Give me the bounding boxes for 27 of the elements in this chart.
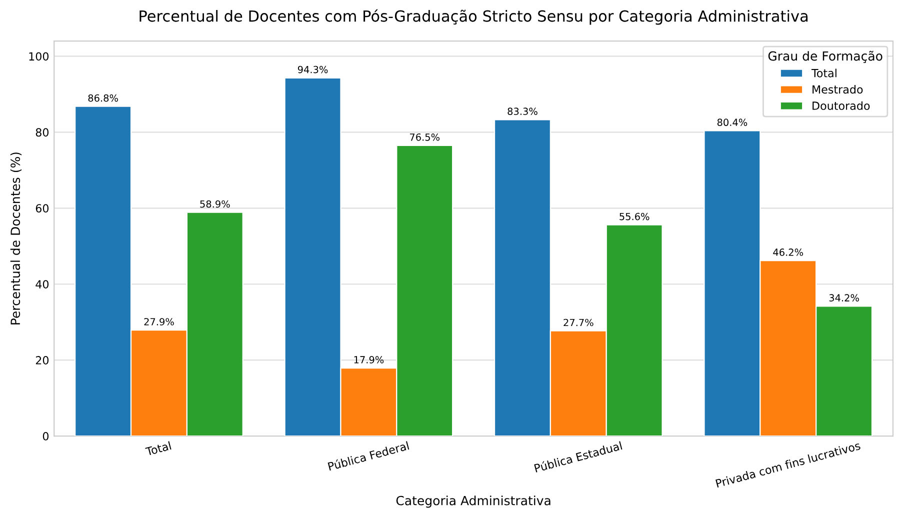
data-label: 76.5% <box>410 133 440 141</box>
x-axis-title: Categoria Administrativa <box>396 496 550 508</box>
data-label: 46.2% <box>773 248 804 256</box>
data-label: 27.9% <box>144 318 174 326</box>
data-label: 58.9% <box>200 200 230 208</box>
chart-title: Percentual de Docentes com Pós-Graduação Stricto Sensu por Categoria Administrativa <box>140 9 808 25</box>
y-axis-title: Percentual de Docentes (%) <box>10 152 22 324</box>
legend-label: Mestrado <box>812 85 863 94</box>
y-tick-label: 80 <box>36 128 49 137</box>
data-label: 86.8% <box>88 94 118 102</box>
x-tick-label: Pública Federal <box>328 440 410 471</box>
y-tick-label: 60 <box>36 204 49 213</box>
data-label: 80.4% <box>717 118 748 126</box>
data-label: 83.3% <box>508 108 538 115</box>
legend-title: Grau de Formação <box>768 50 882 63</box>
legend-label: Total <box>811 68 836 78</box>
y-tick-label: 100 <box>29 52 49 61</box>
y-tick-label: 40 <box>36 280 49 288</box>
data-label: 55.6% <box>620 212 650 220</box>
data-label: 34.2% <box>829 294 859 302</box>
data-label: 94.3% <box>298 66 328 74</box>
y-tick-label: 20 <box>36 356 49 364</box>
x-tick-label: Total <box>145 441 172 456</box>
data-label: 27.7% <box>564 318 594 326</box>
y-tick-label: 0 <box>42 432 49 440</box>
data-label: 17.9% <box>354 356 384 364</box>
legend-label: Doutorado <box>812 101 870 110</box>
